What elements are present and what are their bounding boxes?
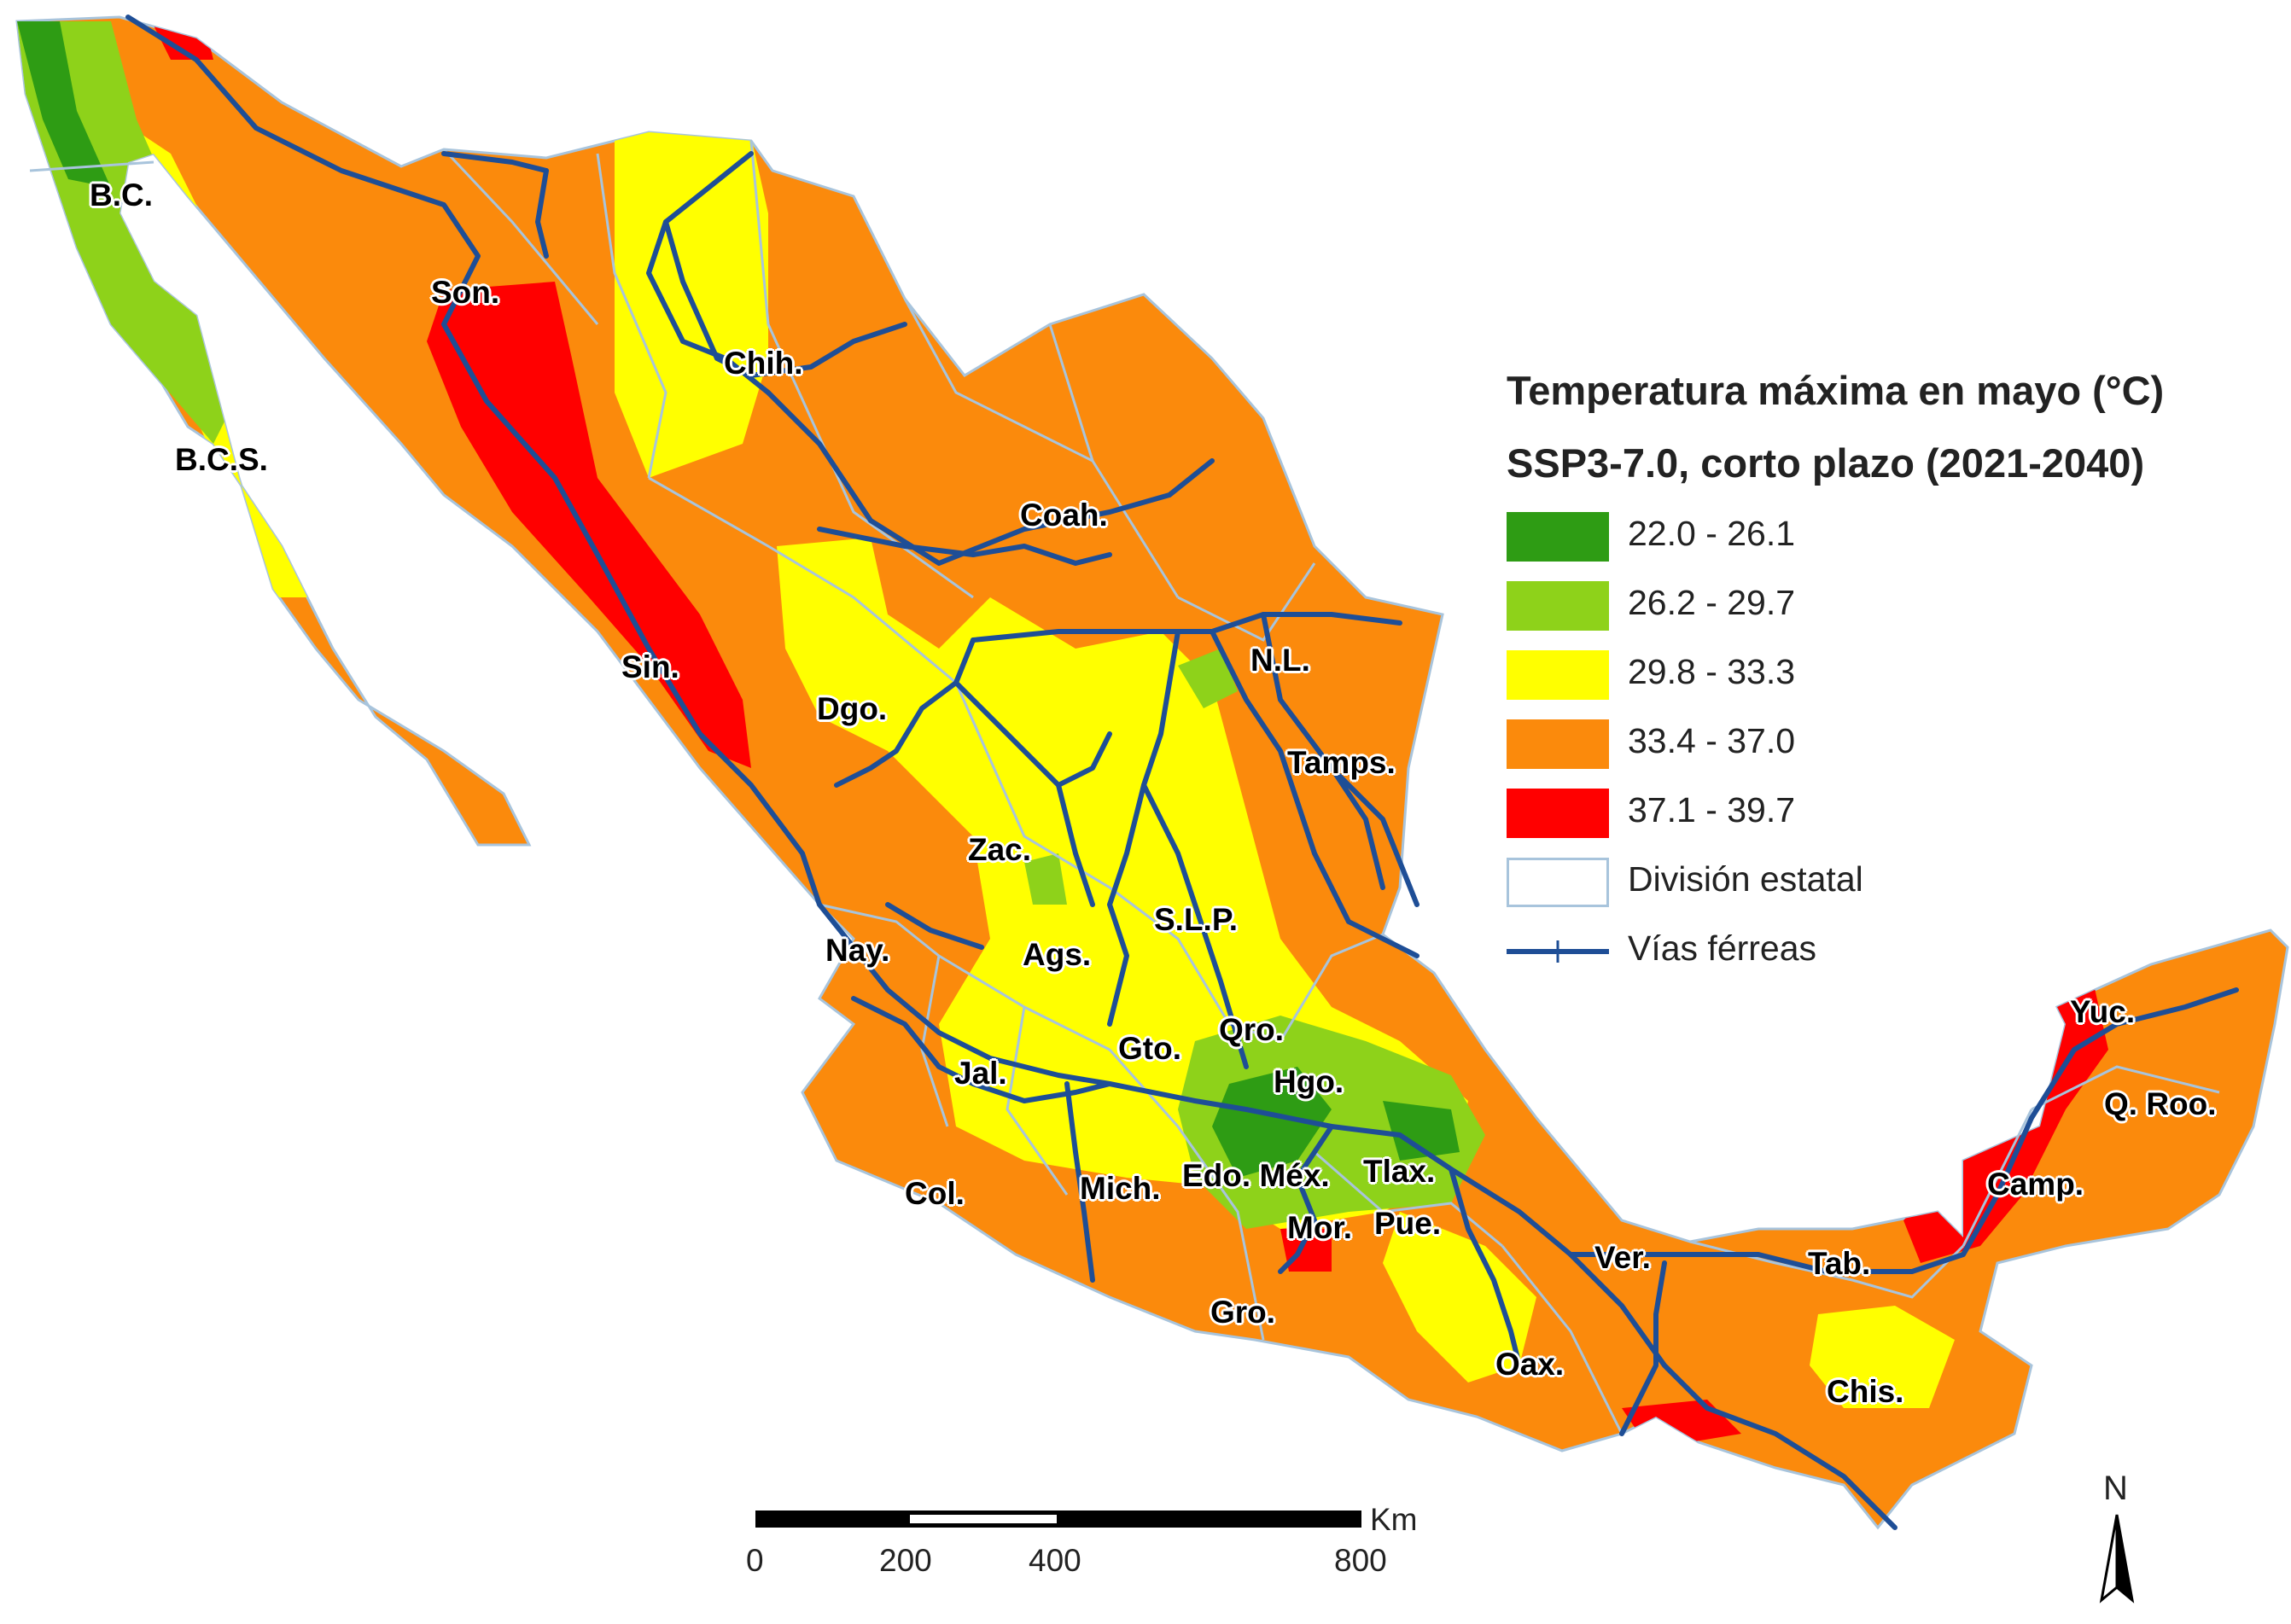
state-label-camp: Camp. bbox=[1987, 1167, 2084, 1202]
legend-label: División estatal bbox=[1628, 859, 1863, 899]
scale-tick: 0 bbox=[746, 1543, 764, 1578]
state-label-gto: Gto. bbox=[1118, 1031, 1181, 1066]
legend-item: 22.0 - 26.1 bbox=[1507, 505, 2275, 574]
state-label-slp: S.L.P. bbox=[1154, 902, 1239, 937]
zone-22-26 bbox=[1212, 1067, 1332, 1178]
state-label-qro: Qro. bbox=[1219, 1012, 1285, 1047]
legend-label: Vías férreas bbox=[1628, 928, 1817, 968]
state-boundaries bbox=[29, 140, 2220, 1435]
legend-item: 33.4 - 37.0 bbox=[1507, 713, 2275, 782]
legend-label: 33.4 - 37.0 bbox=[1628, 721, 1796, 760]
zone-37-39 bbox=[427, 282, 751, 768]
rail-line-icon bbox=[1507, 940, 1609, 963]
legend-label: 37.1 - 39.7 bbox=[1628, 790, 1796, 829]
state-label-chih: Chih. bbox=[724, 346, 803, 381]
state-label-bc: B.C. bbox=[90, 178, 153, 212]
railroads bbox=[125, 15, 2239, 1530]
legend-item-boundary: División estatal bbox=[1507, 851, 2275, 920]
north-label: N bbox=[2103, 1470, 2128, 1507]
north-arrow-icon bbox=[2099, 1514, 2135, 1604]
state-label-sin: Sin. bbox=[621, 649, 679, 684]
legend-item: 29.8 - 33.3 bbox=[1507, 643, 2275, 713]
state-label-ver: Ver. bbox=[1594, 1240, 1651, 1275]
state-label-yuc: Yuc. bbox=[2070, 994, 2136, 1029]
state-label-mich: Mich. bbox=[1080, 1171, 1161, 1206]
state-label-pue: Pue. bbox=[1374, 1206, 1442, 1241]
state-label-bcs: B.C.S. bbox=[175, 442, 268, 477]
scale-tick: 400 bbox=[1029, 1543, 1081, 1578]
legend-swatch bbox=[1507, 719, 1609, 769]
legend-swatch bbox=[1507, 512, 1609, 562]
zone-29-33 bbox=[1810, 1306, 1955, 1408]
state-label-tlax: Tlax. bbox=[1363, 1154, 1436, 1189]
legend-item: 26.2 - 29.7 bbox=[1507, 574, 2275, 643]
zone-22-26 bbox=[17, 21, 111, 188]
state-label-dgo: Dgo. bbox=[817, 691, 888, 726]
state-label-oax: Oax. bbox=[1495, 1347, 1565, 1382]
state-label-hgo: Hgo. bbox=[1274, 1064, 1344, 1099]
state-label-ags: Ags. bbox=[1023, 937, 1092, 972]
legend-label: 22.0 - 26.1 bbox=[1628, 514, 1796, 553]
boundary-swatch bbox=[1507, 858, 1609, 907]
legend-label: 26.2 - 29.7 bbox=[1628, 583, 1796, 622]
state-label-son: Son. bbox=[431, 275, 500, 310]
state-label-gro: Gro. bbox=[1210, 1295, 1276, 1330]
zone-26-29 bbox=[1178, 649, 1238, 708]
legend-swatch bbox=[1507, 789, 1609, 838]
zone-29-33 bbox=[1383, 1212, 1536, 1382]
legend-item: 37.1 - 39.7 bbox=[1507, 782, 2275, 851]
scale-unit: Km bbox=[1370, 1502, 1418, 1537]
scale-tick: 200 bbox=[879, 1543, 932, 1578]
legend-swatch bbox=[1507, 581, 1609, 631]
state-label-tab: Tab. bbox=[1808, 1246, 1871, 1281]
zone-26-29 bbox=[1178, 1016, 1485, 1229]
legend-subtitle: SSP3-7.0, corto plazo (2021-2040) bbox=[1507, 440, 2145, 486]
scale-bar bbox=[755, 1510, 1361, 1528]
state-label-mor: Mor. bbox=[1287, 1210, 1353, 1245]
state-label-coah: Coah. bbox=[1020, 498, 1108, 533]
state-label-zac: Zac. bbox=[968, 832, 1032, 867]
state-label-col: Col. bbox=[905, 1176, 965, 1211]
legend: Temperatura máxima en mayo (°C) SSP3-7.0… bbox=[1507, 367, 2275, 989]
state-label-chis: Chis. bbox=[1827, 1374, 1904, 1409]
state-label-nay: Nay. bbox=[825, 933, 890, 968]
scale-tick: 800 bbox=[1334, 1543, 1387, 1578]
zone-26-29 bbox=[1024, 853, 1067, 905]
zone-22-26 bbox=[1383, 1101, 1460, 1161]
legend-item-rail: Vías férreas bbox=[1507, 920, 2275, 989]
legend-title: Temperatura máxima en mayo (°C) bbox=[1507, 368, 2165, 413]
state-label-edo-mex: Edo. Méx. bbox=[1182, 1158, 1330, 1193]
state-label-jal: Jal. bbox=[954, 1056, 1007, 1091]
state-label-nl: N.L. bbox=[1250, 643, 1310, 678]
legend-swatch bbox=[1507, 650, 1609, 700]
legend-label: 29.8 - 33.3 bbox=[1628, 652, 1796, 691]
state-label-qroo: Q. Roo. bbox=[2104, 1086, 2217, 1121]
state-label-tamps: Tamps. bbox=[1287, 745, 1396, 780]
